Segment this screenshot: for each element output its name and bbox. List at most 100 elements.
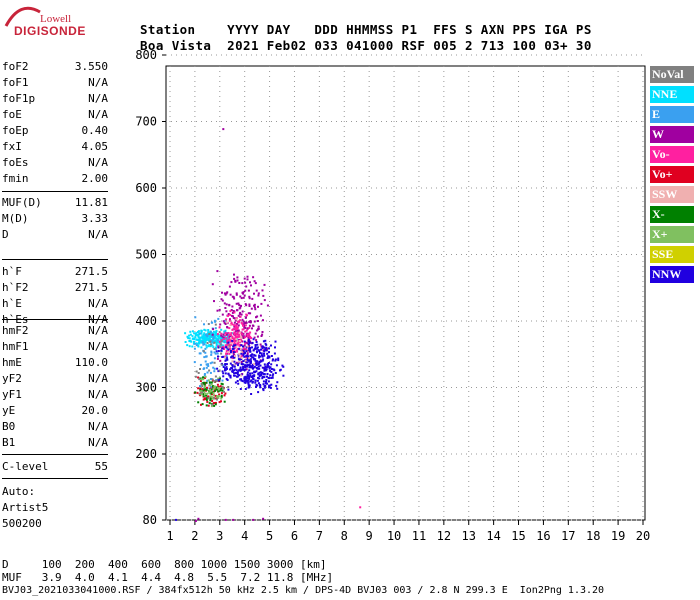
data-point: [263, 283, 266, 286]
data-point: [249, 374, 252, 377]
data-point: [206, 386, 208, 389]
data-point: [206, 334, 209, 337]
data-point: [266, 373, 269, 375]
data-point: [253, 306, 256, 309]
data-point: [214, 346, 217, 349]
data-point: [227, 332, 230, 334]
data-point: [232, 518, 235, 521]
data-point: [197, 342, 200, 345]
data-point: [265, 366, 268, 369]
param-value: 110.0: [74, 356, 108, 369]
data-point: [245, 341, 248, 344]
data-point: [216, 270, 219, 273]
data-point: [193, 347, 196, 350]
data-point: [260, 372, 263, 375]
data-point: [230, 334, 233, 337]
data-point: [221, 379, 224, 382]
data-point: [211, 403, 214, 406]
data-point: [204, 381, 207, 384]
data-point: [247, 386, 250, 389]
data-point: [214, 334, 217, 337]
data-point: [191, 335, 194, 338]
data-point: [213, 370, 216, 373]
data-point: [212, 330, 215, 333]
data-point: [214, 385, 216, 388]
data-point: [261, 345, 264, 348]
data-point: [215, 388, 218, 391]
data-point: [222, 338, 224, 341]
data-point: [221, 335, 224, 338]
data-point: [268, 367, 271, 370]
data-point: [262, 380, 265, 383]
param-value: 3.550: [74, 60, 108, 73]
data-point: [234, 327, 237, 330]
param-foep: foEp 0.40: [2, 123, 108, 139]
data-point: [204, 338, 207, 341]
param-label: hmF1: [2, 340, 29, 353]
data-point: [223, 346, 226, 349]
data-point: [256, 343, 259, 346]
data-point: [225, 354, 228, 357]
data-point: [239, 388, 242, 390]
data-point: [218, 308, 221, 311]
data-point: [244, 336, 247, 339]
param-value: N/A: [88, 420, 108, 433]
data-point: [227, 343, 230, 346]
data-point: [197, 344, 200, 347]
data-point: [214, 394, 217, 397]
data-point: [214, 375, 217, 378]
data-point: [223, 302, 226, 305]
data-point: [247, 383, 250, 386]
data-point: [245, 329, 248, 332]
data-point: [212, 328, 215, 331]
data-point: [247, 364, 249, 367]
data-point: [242, 347, 245, 350]
data-point: [203, 374, 206, 377]
data-point: [228, 319, 231, 322]
data-point: [235, 317, 238, 320]
data-point: [203, 323, 205, 326]
data-point: [232, 317, 235, 319]
data-point: [249, 347, 252, 349]
data-point: [217, 377, 220, 380]
data-point: [227, 340, 230, 343]
data-point: [244, 330, 247, 333]
data-point: [246, 333, 249, 336]
data-point: [189, 333, 192, 336]
data-point: [224, 518, 227, 521]
data-point: [254, 346, 257, 348]
plot-frame: [165, 65, 646, 521]
data-point: [240, 313, 243, 316]
param-foe: foE N/A: [2, 107, 108, 123]
data-point: [236, 336, 239, 339]
data-point: [265, 368, 268, 371]
data-point: [263, 349, 266, 352]
data-point: [259, 371, 262, 374]
data-point: [255, 341, 258, 343]
data-point: [224, 368, 227, 371]
data-point: [229, 368, 232, 371]
data-point: [254, 282, 257, 285]
data-point: [235, 372, 237, 374]
data-point: [242, 360, 245, 363]
data-point: [240, 361, 243, 363]
data-point: [223, 348, 226, 350]
data-point: [255, 383, 258, 386]
data-point: [210, 353, 213, 356]
data-point: [199, 380, 202, 382]
data-point: [258, 371, 261, 374]
data-point: [211, 333, 214, 336]
data-point: [262, 517, 265, 520]
data-point: [252, 349, 255, 352]
legend-item-sse: SSE: [650, 246, 694, 263]
data-point: [199, 352, 202, 355]
param-value: 11.81: [74, 196, 108, 209]
data-point: [235, 325, 238, 327]
data-point: [263, 386, 266, 389]
param-label: hmE: [2, 356, 22, 369]
data-point: [231, 364, 234, 367]
data-point: [214, 327, 217, 330]
data-point: [252, 378, 255, 380]
data-point: [218, 331, 221, 334]
param-value: N/A: [88, 388, 108, 401]
